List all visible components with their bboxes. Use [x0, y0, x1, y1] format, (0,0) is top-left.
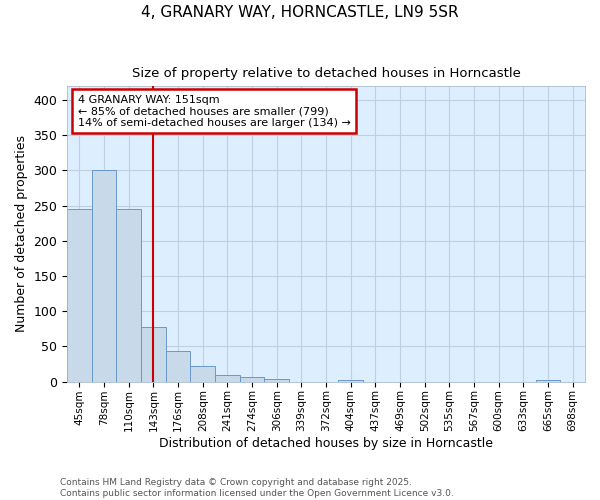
Bar [141, 326, 166, 382]
Bar [116, 209, 141, 382]
Bar [240, 376, 265, 382]
Bar [166, 350, 190, 382]
Bar [67, 209, 92, 382]
Bar [265, 379, 289, 382]
Text: 4 GRANARY WAY: 151sqm
← 85% of detached houses are smaller (799)
14% of semi-det: 4 GRANARY WAY: 151sqm ← 85% of detached … [77, 94, 350, 128]
Title: Size of property relative to detached houses in Horncastle: Size of property relative to detached ho… [131, 68, 521, 80]
Bar [215, 374, 240, 382]
Text: 4, GRANARY WAY, HORNCASTLE, LN9 5SR: 4, GRANARY WAY, HORNCASTLE, LN9 5SR [141, 5, 459, 20]
Text: Contains HM Land Registry data © Crown copyright and database right 2025.
Contai: Contains HM Land Registry data © Crown c… [60, 478, 454, 498]
X-axis label: Distribution of detached houses by size in Horncastle: Distribution of detached houses by size … [159, 437, 493, 450]
Bar [190, 366, 215, 382]
Y-axis label: Number of detached properties: Number of detached properties [15, 136, 28, 332]
Bar [338, 380, 363, 382]
Bar [92, 170, 116, 382]
Bar [536, 380, 560, 382]
